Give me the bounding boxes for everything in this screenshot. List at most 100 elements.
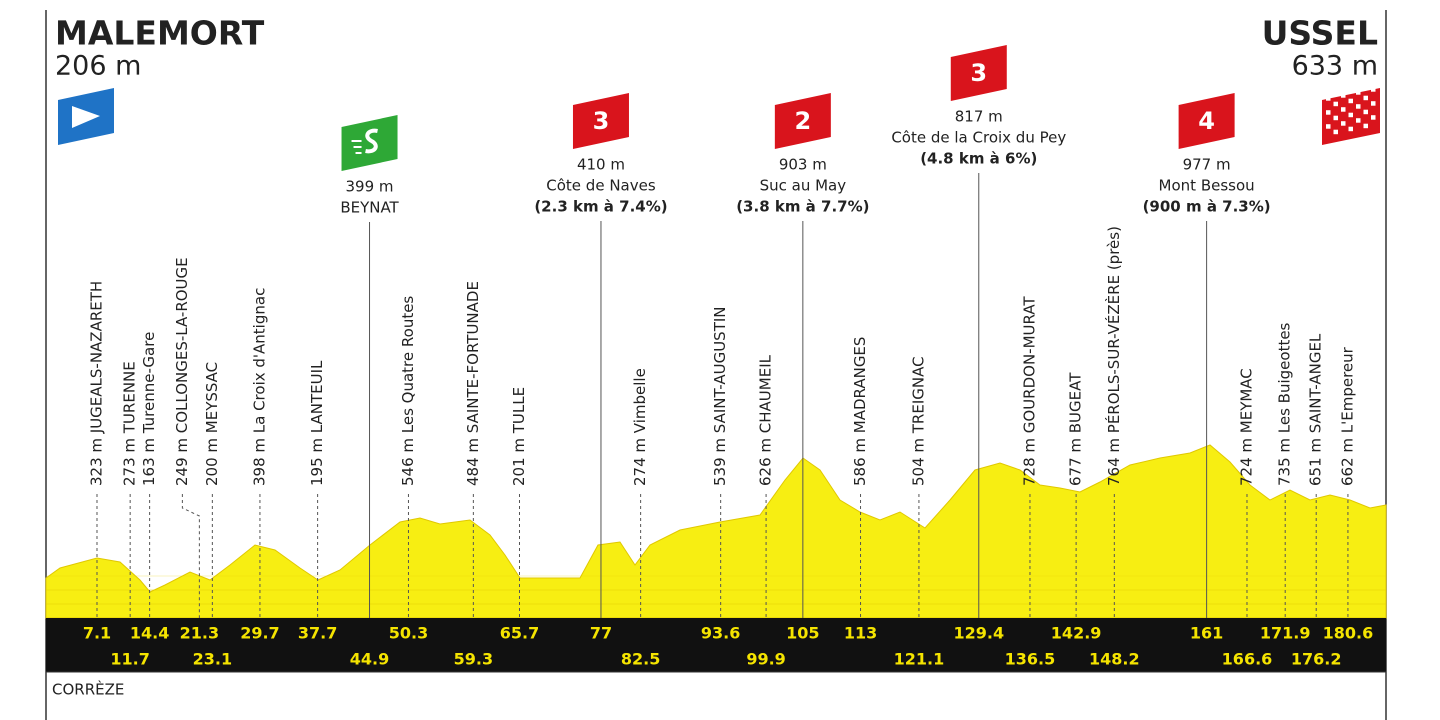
check <box>1326 110 1331 115</box>
waypoint-label: 662 m L'Empereur <box>1338 346 1356 486</box>
waypoint-label: 735 m Les Buigeottes <box>1276 322 1294 486</box>
region: CORRÈZE <box>52 680 124 699</box>
km-label: 65.7 <box>500 624 539 643</box>
climb-flag: 2 <box>774 93 831 149</box>
climb-flag: 3 <box>572 93 629 149</box>
km-label: 129.4 <box>953 624 1004 643</box>
waypoint-label: 724 m MEYMAC <box>1237 368 1255 486</box>
point-name: Suc au May <box>760 177 847 195</box>
check <box>1363 95 1368 101</box>
check <box>1341 121 1346 126</box>
km-label: 161 <box>1190 624 1223 643</box>
km-label: 99.9 <box>746 650 785 669</box>
km-label: 82.5 <box>621 650 660 669</box>
km-label: 113 <box>844 624 877 643</box>
waypoint-label: 484 m SAINTE-FORTUNADE <box>464 281 482 486</box>
climb-flag: 3 <box>950 45 1007 101</box>
km-label: 21.3 <box>180 624 219 643</box>
waypoint-label: 163 m Turenne-Gare <box>140 332 158 486</box>
waypoint-label: 200 m MEYSSAC <box>203 362 221 486</box>
waypoint-label: 764 m PÉROLS-SUR-VÉZÈRE (près) <box>1104 226 1123 486</box>
check <box>1356 104 1361 109</box>
waypoint-line <box>181 494 200 618</box>
climb-detail: (3.8 km à 7.7%) <box>736 198 869 216</box>
flag-shape <box>572 93 629 149</box>
start-icon <box>58 88 114 145</box>
check <box>1326 96 1331 101</box>
check <box>1348 112 1353 118</box>
km-label: 171.9 <box>1260 624 1311 643</box>
climb-category: 2 <box>794 107 811 135</box>
km-label: 148.2 <box>1089 650 1140 669</box>
km-label: 23.1 <box>193 650 232 669</box>
check <box>1333 101 1338 107</box>
point-alt: 817 m <box>955 108 1003 126</box>
check <box>1333 115 1338 121</box>
waypoint-label: 323 m JUGEALS-NAZARETH <box>87 281 105 486</box>
km-label: 180.6 <box>1323 624 1374 643</box>
waypoint-label: 504 m TREIGNAC <box>909 356 927 486</box>
km-label: 136.5 <box>1005 650 1056 669</box>
point-name: Côte de Naves <box>546 177 656 195</box>
check <box>1348 98 1353 104</box>
point-alt: 977 m <box>1183 156 1231 174</box>
waypoint-label: 195 m LANTEUIL <box>308 360 326 486</box>
check <box>1371 101 1376 106</box>
km-label: 105 <box>786 624 819 643</box>
check <box>1333 129 1338 135</box>
point-name: Côte de la Croix du Pey <box>891 129 1066 147</box>
km-label: 14.4 <box>130 624 169 643</box>
sprint-flag <box>341 115 398 171</box>
check <box>1363 109 1368 115</box>
waypoint-label: 546 m Les Quatre Routes <box>399 296 417 486</box>
check <box>1326 124 1331 129</box>
start-alt: 206 m <box>55 51 141 82</box>
km-label: 11.7 <box>110 650 149 669</box>
check <box>1341 93 1346 98</box>
km-label: 142.9 <box>1051 624 1102 643</box>
climb-flag: 4 <box>1178 93 1235 149</box>
flag-shape <box>1178 93 1235 149</box>
climb-category: 3 <box>593 107 610 135</box>
point-alt: 410 m <box>577 156 625 174</box>
waypoint-label: 201 m TULLE <box>510 387 528 486</box>
waypoint-label: 249 m COLLONGES-LA-ROUGE <box>173 257 191 486</box>
km-label: 37.7 <box>298 624 337 643</box>
flag-shape <box>341 115 398 171</box>
waypoint-label: 586 m MADRANGES <box>851 337 869 486</box>
climb-detail: (2.3 km à 7.4%) <box>534 198 667 216</box>
finish-name: USSEL <box>1262 14 1378 53</box>
km-label: 166.6 <box>1222 650 1273 669</box>
waypoint-label: 274 m Vimbelle <box>631 368 649 486</box>
point-name: BEYNAT <box>340 199 399 217</box>
waypoint-label: 651 m SAINT-ANGEL <box>1307 333 1325 486</box>
check <box>1356 118 1361 123</box>
sprint-icon <box>365 128 378 154</box>
km-label: 176.2 <box>1291 650 1342 669</box>
point-alt: 399 m <box>346 178 394 196</box>
km-label: 50.3 <box>389 624 428 643</box>
point-alt: 903 m <box>779 156 827 174</box>
waypoint-label: 626 m CHAUMEIL <box>757 354 775 486</box>
waypoint-label: 398 m La Croix d'Antignac <box>250 288 268 486</box>
km-label: 93.6 <box>701 624 740 643</box>
check <box>1341 107 1346 112</box>
waypoint-label: 539 m SAINT-AUGUSTIN <box>711 306 729 486</box>
km-label: 44.9 <box>350 650 389 669</box>
profile-hatching <box>46 575 1386 605</box>
km-label: 59.3 <box>454 650 493 669</box>
start-name: MALEMORT <box>55 14 265 53</box>
climb-detail: (900 m à 7.3%) <box>1143 198 1271 216</box>
km-label: 29.7 <box>240 624 279 643</box>
km-label: 121.1 <box>894 650 945 669</box>
point-name: Mont Bessou <box>1159 177 1255 195</box>
climb-detail: (4.8 km à 6%) <box>920 150 1037 168</box>
waypoint-label: 677 m BUGEAT <box>1067 372 1085 486</box>
check <box>1356 90 1361 95</box>
finish-alt: 633 m <box>1292 51 1378 82</box>
finish-icon <box>1322 87 1380 145</box>
flag-shape <box>950 45 1007 101</box>
profile <box>45 444 1387 619</box>
flag-shape <box>774 93 831 149</box>
